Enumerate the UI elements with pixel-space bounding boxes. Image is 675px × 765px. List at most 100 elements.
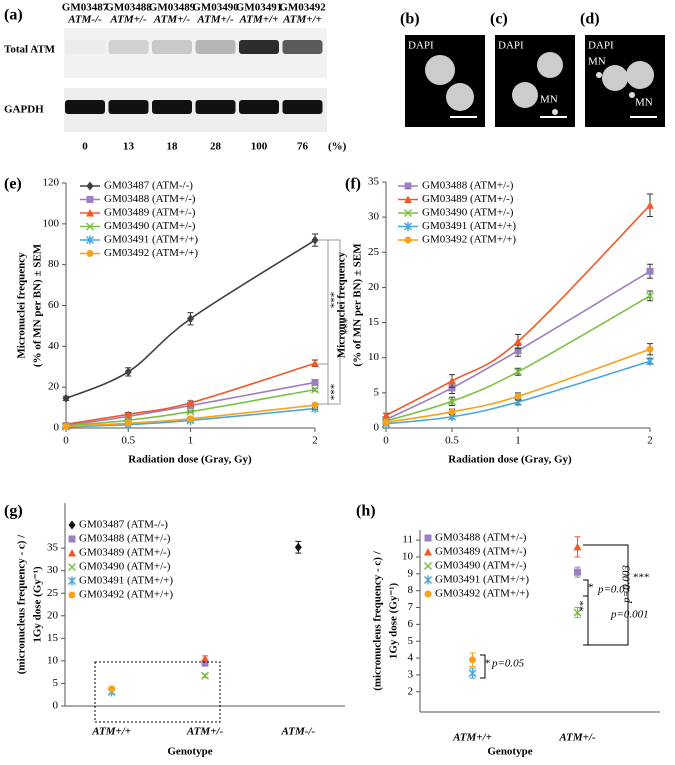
y-tick-label: 120 <box>43 177 60 189</box>
x-axis-label: Genotype <box>487 746 532 758</box>
legend-label: GM03489 (ATM+/-) <box>104 207 196 219</box>
panel-label: (h) <box>356 503 376 520</box>
panel-label: (g) <box>4 503 23 520</box>
data-point <box>645 356 655 366</box>
series-line <box>385 270 651 421</box>
panel-label: (b) <box>400 11 420 28</box>
legend-label: GM03490 (ATM+/-) <box>104 220 196 232</box>
y-tick-label: 20 <box>48 381 60 393</box>
micronucleus <box>629 92 635 98</box>
data-point <box>573 542 582 551</box>
legend-label: GM03491 (ATM+/+) <box>422 220 516 232</box>
annotation: *** <box>329 292 341 309</box>
y-tick-label: 4 <box>408 652 414 664</box>
legend-marker <box>424 590 432 598</box>
series-line <box>65 362 316 426</box>
nucleus <box>626 61 654 89</box>
mn-label: MN <box>540 94 558 106</box>
bracket <box>480 654 486 679</box>
data-point <box>200 671 210 680</box>
y-axis-label: (micronucleus frequency - c) / <box>16 534 28 674</box>
annotation: p=0.03 <box>597 584 631 596</box>
legend-marker <box>403 222 413 231</box>
data-point <box>448 384 456 392</box>
percent-label: 0 <box>82 141 88 153</box>
legend-label: GM03487 (ATM-/-) <box>79 519 168 531</box>
y-tick-label: 30 <box>47 564 59 576</box>
y-axis-label: (micronucleus frequency - c) / <box>372 550 384 690</box>
panel-label: (e) <box>4 176 22 193</box>
data-point <box>514 337 522 346</box>
legend-marker <box>86 209 94 217</box>
y-axis-label: 1Gy dose (Gy⁻¹) <box>32 566 44 643</box>
x-tick-label: ATM+/+ <box>452 732 492 744</box>
x-tick-label: 0 <box>63 435 69 447</box>
legend-label: GM03488 (ATM+/-) <box>79 533 171 545</box>
y-tick-label: 35 <box>368 176 380 188</box>
data-point <box>124 367 132 377</box>
data-point <box>513 367 523 376</box>
panel-label: (c) <box>490 11 508 28</box>
gapdh-band <box>65 100 105 114</box>
legend-marker <box>403 208 413 218</box>
percent-label: 28 <box>210 141 222 153</box>
data-point <box>448 408 456 416</box>
series-line <box>65 388 316 427</box>
data-point <box>108 685 116 693</box>
percent-label: 76 <box>297 141 309 153</box>
column-id: GM03491 <box>236 2 282 14</box>
legend-label: GM03489 (ATM+/-) <box>422 193 514 205</box>
panel-label: (a) <box>4 7 23 24</box>
annotation: ** <box>578 601 590 612</box>
y-tick-label: 40 <box>48 340 60 352</box>
data-point <box>514 392 522 400</box>
nucleus <box>446 83 474 111</box>
micronucleus <box>552 109 558 115</box>
y-tick-label: 0 <box>374 422 380 434</box>
row-label: GAPDH <box>4 104 44 116</box>
y-tick-label: 25 <box>368 246 380 258</box>
atm-band <box>239 40 279 54</box>
y-tick-label: 5 <box>53 677 59 689</box>
y-tick-label: 5 <box>374 386 380 398</box>
data-point <box>186 398 195 407</box>
y-axis-label: (% of MN per BN) ± SEM <box>32 243 44 367</box>
legend-marker <box>67 562 77 572</box>
series-line <box>385 295 651 422</box>
y-tick-label: 100 <box>43 217 60 229</box>
legend-label: GM03491 (ATM+/+) <box>435 574 529 586</box>
column-genotype: ATM+/- <box>153 14 191 26</box>
gapdh-band <box>239 100 279 114</box>
x-tick-label: ATM+/+ <box>91 726 131 738</box>
data-point <box>311 359 319 367</box>
x-tick-label: 0.5 <box>445 435 459 447</box>
y-tick-label: 30 <box>368 211 380 223</box>
y-tick-label: 60 <box>48 299 60 311</box>
legend-marker <box>424 534 432 542</box>
legend-marker <box>68 549 76 557</box>
legend-marker <box>86 250 94 257</box>
y-tick-label: 20 <box>47 609 59 621</box>
annotation: *** <box>342 318 354 335</box>
legend-label: GM03490 (ATM+/-) <box>435 560 527 572</box>
legend-label: GM03487 (ATM-/-) <box>104 180 193 192</box>
x-tick-label: 0.5 <box>121 435 135 447</box>
y-tick-label: 0 <box>53 700 59 712</box>
data-point <box>574 568 581 576</box>
data-point <box>468 668 477 678</box>
legend-marker <box>404 182 412 190</box>
legend-label: GM03491 (ATM+/+) <box>79 575 173 587</box>
series-line <box>385 360 651 425</box>
data-point <box>201 654 209 663</box>
nucleus <box>602 65 628 91</box>
stain-label: DAPI <box>588 40 614 52</box>
stain-label: DAPI <box>498 40 524 52</box>
data-point <box>382 418 390 426</box>
legend-marker <box>68 591 76 599</box>
y-axis-label: Micronuclei frequency <box>16 252 28 359</box>
nucleus <box>425 55 455 85</box>
x-tick-label: 2 <box>312 435 318 447</box>
mn-label: MN <box>635 97 653 109</box>
nucleus <box>512 82 538 108</box>
